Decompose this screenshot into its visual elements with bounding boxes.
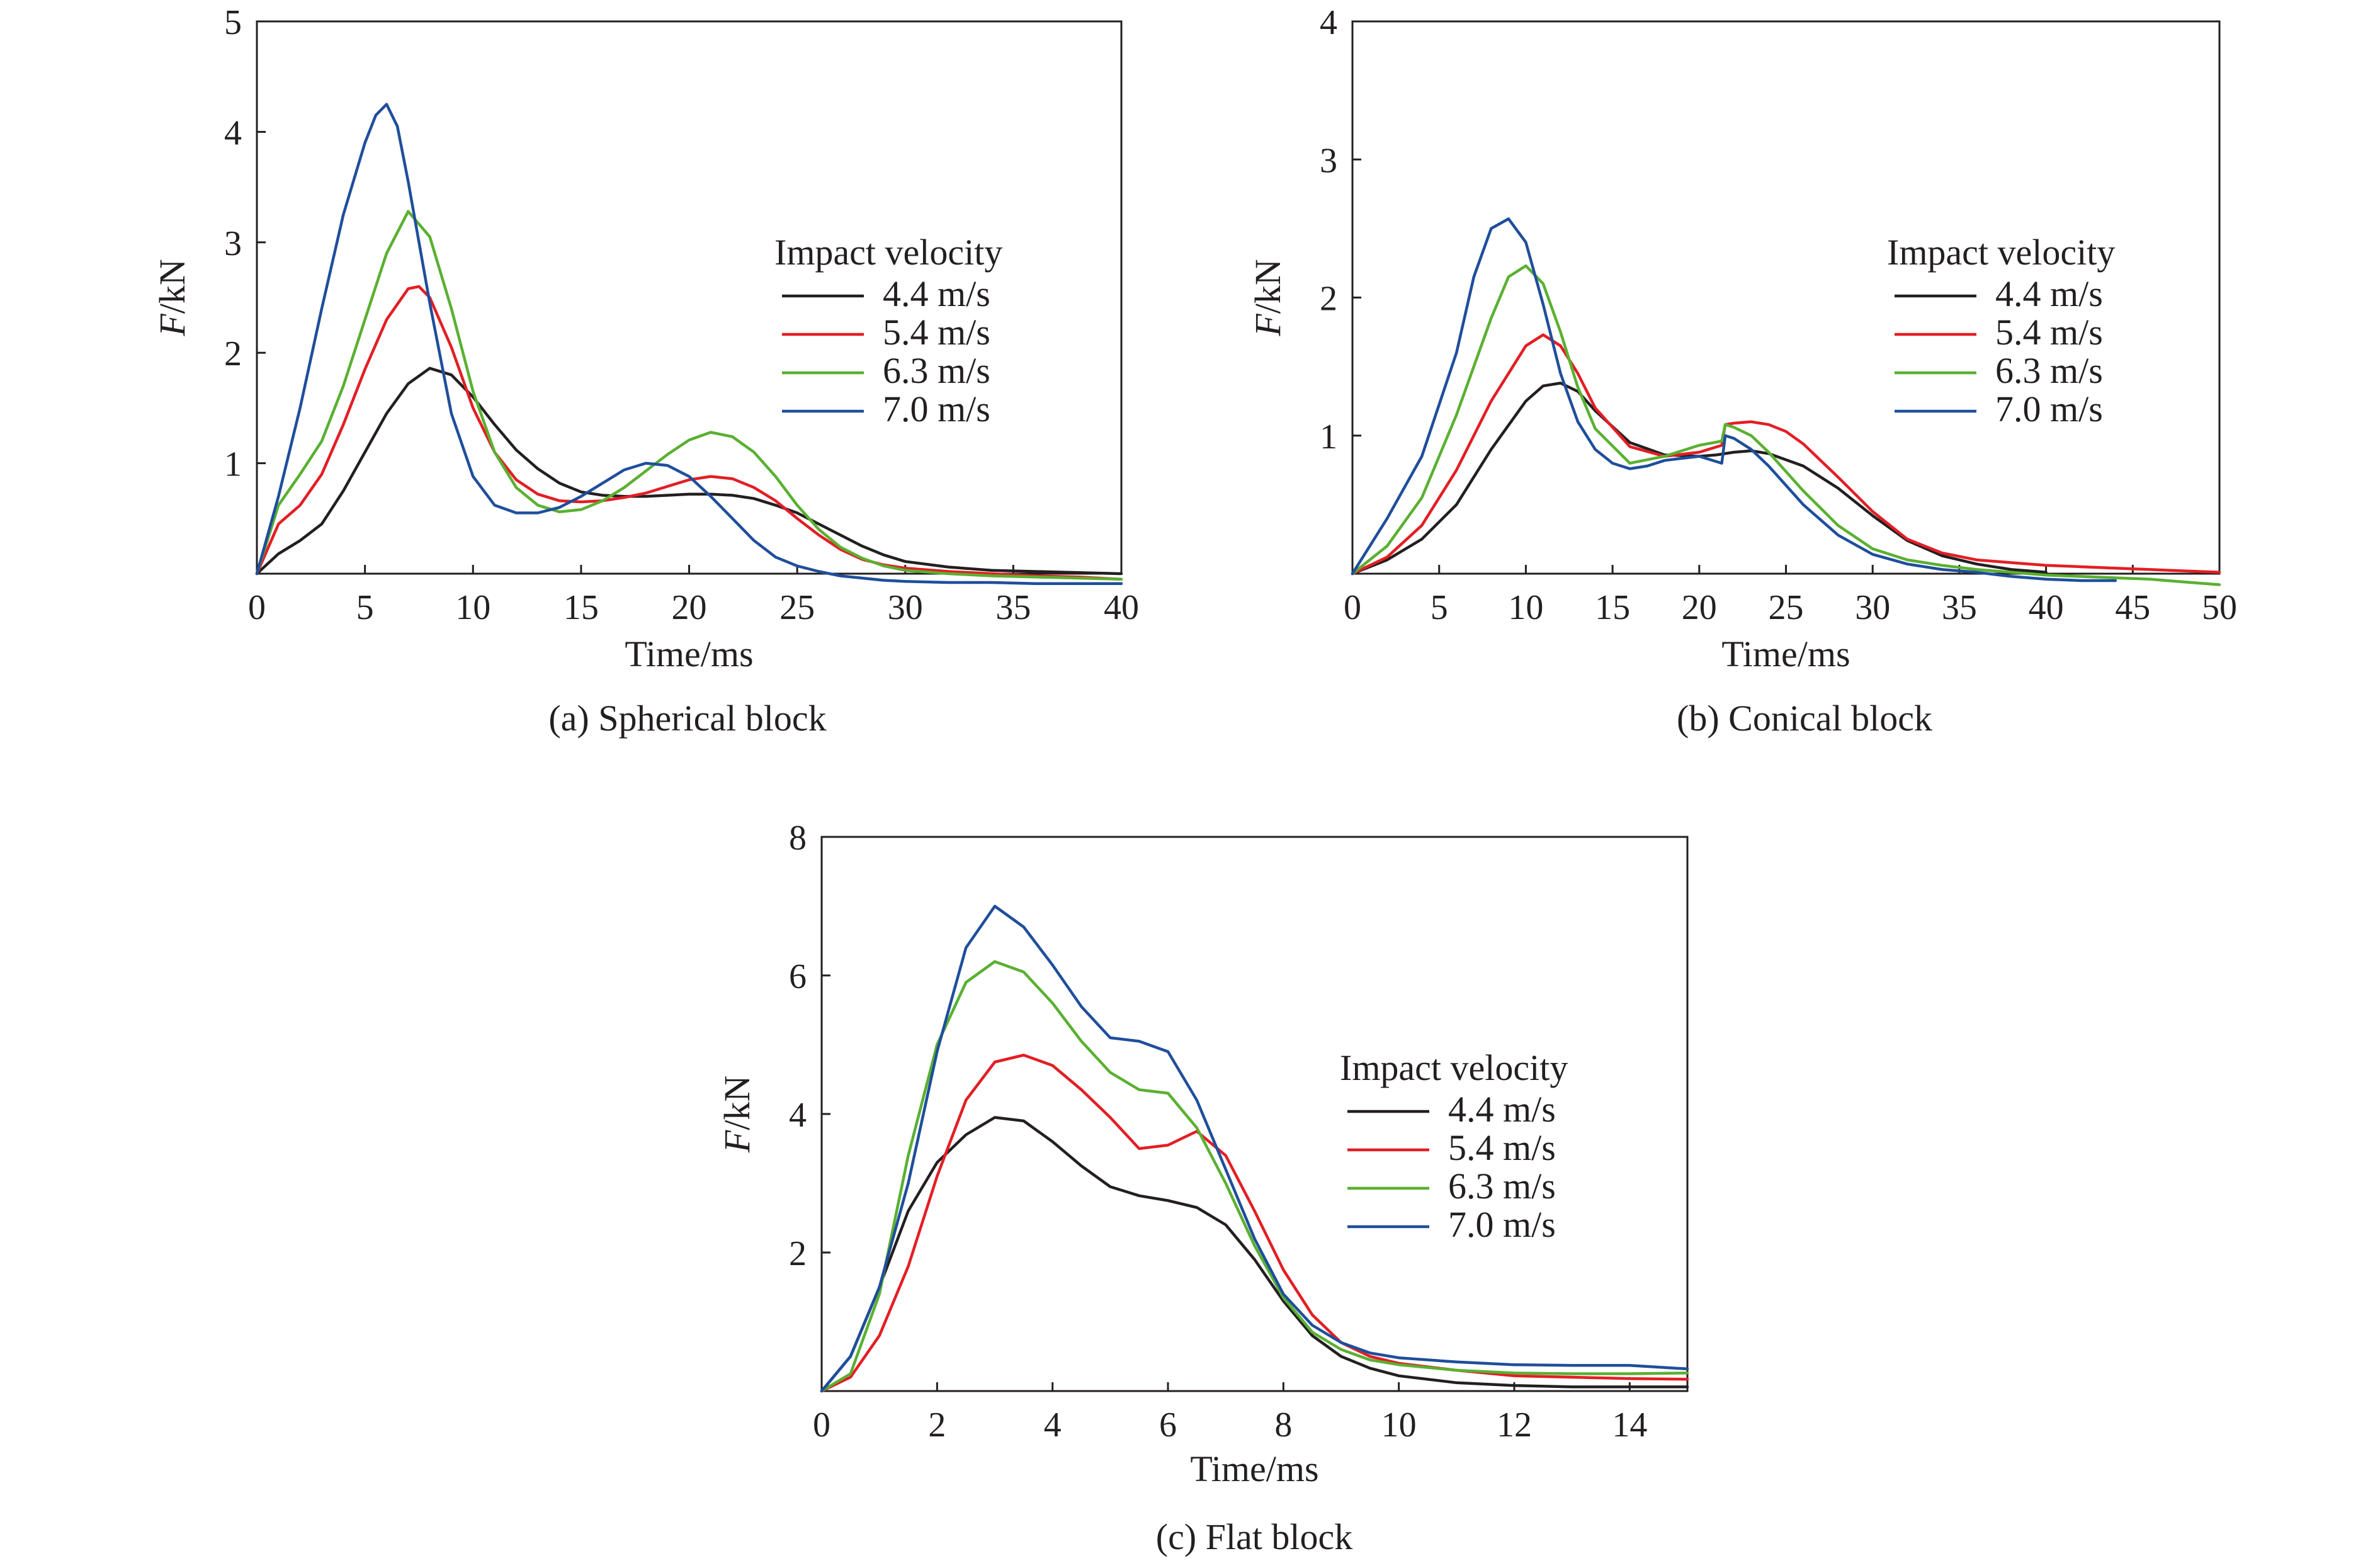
series-line-0: [255, 366, 1123, 576]
x-axis-label: Time/ms: [1190, 1448, 1318, 1489]
legend-entry: 4.4 m/s: [1995, 273, 2103, 314]
legend-entry: 5.4 m/s: [1448, 1127, 1556, 1168]
panel-caption: (b) Conical block: [1677, 698, 1932, 739]
y-tick-label: 2: [1320, 280, 1337, 319]
plot-frame: [820, 836, 1689, 1392]
series-line-1: [255, 285, 1123, 581]
legend-entry: 4.4 m/s: [1448, 1089, 1556, 1130]
series-line-1: [1351, 333, 2221, 576]
x-tick-label: 20: [1682, 588, 1717, 627]
x-tick-label: 35: [1942, 588, 1977, 627]
chart-1: 0 5 10 15 20 25 30 35 40 45 50 1 2 3 4 Time/ms F/kN Impac…: [1247, 3, 2237, 739]
x-tick-label: 4: [1044, 1406, 1062, 1445]
series-line-3: [255, 103, 1123, 586]
y-tick-label: 4: [789, 1096, 807, 1135]
y-axis-label: F/kN: [152, 259, 193, 336]
legend-title: Impact velocity: [1340, 1047, 1568, 1088]
series-line-2: [820, 960, 1689, 1393]
y-tick-label: 2: [789, 1234, 807, 1273]
panel-caption: (c) Flat block: [1156, 1516, 1352, 1557]
x-tick-label: 45: [2115, 588, 2150, 627]
x-tick-label: 14: [1612, 1406, 1647, 1445]
y-tick-label: 3: [1320, 141, 1337, 180]
x-tick-label: 50: [2202, 588, 2237, 627]
chart-0: 0 5 10 15 20 25 30 35 40 1 2 3 4 5 Time/ms F/kN Impact v…: [152, 3, 1139, 739]
y-tick-label: 3: [224, 224, 242, 263]
x-tick-label: 0: [1344, 588, 1361, 627]
legend-title: Impact velocity: [774, 232, 1002, 273]
x-tick-label: 0: [813, 1406, 830, 1445]
y-tick-label: 4: [1320, 3, 1337, 42]
legend-entry: 5.4 m/s: [883, 312, 990, 353]
series-line-2: [255, 210, 1123, 581]
legend-entry: 7.0 m/s: [1995, 389, 2103, 429]
legend-entry: 6.3 m/s: [1995, 350, 2103, 391]
x-tick-label: 30: [1855, 588, 1890, 627]
x-tick-label: 5: [356, 588, 374, 627]
x-tick-label: 15: [564, 588, 599, 627]
x-tick-label: 25: [779, 588, 815, 627]
y-axis-label-unit: /kN: [717, 1076, 757, 1130]
legend-entry: 6.3 m/s: [883, 350, 990, 391]
x-tick-label: 0: [248, 588, 266, 627]
x-tick-label: 8: [1274, 1406, 1292, 1445]
y-axis-label-symbol: F: [1247, 314, 1288, 337]
x-axis-label: Time/ms: [625, 633, 753, 674]
legend-entry: 7.0 m/s: [1448, 1204, 1556, 1245]
x-tick-label: 5: [1431, 588, 1448, 627]
legend-entry: 5.4 m/s: [1995, 312, 2103, 353]
x-tick-label: 25: [1769, 588, 1804, 627]
x-tick-label: 40: [2029, 588, 2064, 627]
legend-entry: 7.0 m/s: [883, 389, 990, 429]
legend-entry: 6.3 m/s: [1448, 1166, 1556, 1207]
legend-title: Impact velocity: [1887, 232, 2115, 273]
y-tick-label: 6: [789, 957, 807, 996]
x-tick-label: 6: [1159, 1406, 1177, 1445]
y-axis-label: F/kN: [1247, 259, 1288, 336]
y-tick-label: 1: [224, 445, 242, 484]
x-tick-label: 2: [928, 1406, 946, 1445]
series-line-3: [1351, 217, 2117, 582]
x-tick-label: 40: [1104, 588, 1139, 627]
legend-entry: 4.4 m/s: [883, 273, 990, 314]
series-line-0: [820, 1116, 1689, 1393]
y-tick-label: 8: [789, 819, 807, 858]
x-tick-label: 35: [995, 588, 1031, 627]
y-tick-label: 2: [224, 334, 242, 373]
y-axis-label-symbol: F: [152, 314, 193, 337]
x-axis-label: Time/ms: [1721, 633, 1850, 674]
x-tick-label: 20: [672, 588, 707, 627]
y-axis-label-unit: /kN: [152, 259, 193, 314]
x-tick-label: 10: [1508, 588, 1543, 627]
y-axis-label-unit: /kN: [1247, 259, 1288, 314]
series-line-1: [820, 1054, 1689, 1393]
y-tick-label: 5: [224, 3, 242, 42]
series-line-2: [1351, 264, 2221, 586]
series-line-3: [820, 904, 1689, 1393]
x-tick-label: 10: [455, 588, 490, 627]
y-axis-label: F/kN: [717, 1076, 757, 1153]
panel-caption: (a) Spherical block: [548, 698, 826, 739]
y-tick-label: 4: [224, 113, 242, 152]
x-tick-label: 15: [1595, 588, 1630, 627]
x-tick-label: 10: [1381, 1406, 1417, 1445]
y-axis-label-symbol: F: [717, 1130, 757, 1153]
x-tick-label: 30: [888, 588, 923, 627]
y-tick-label: 1: [1320, 418, 1337, 457]
x-tick-label: 12: [1497, 1406, 1532, 1445]
